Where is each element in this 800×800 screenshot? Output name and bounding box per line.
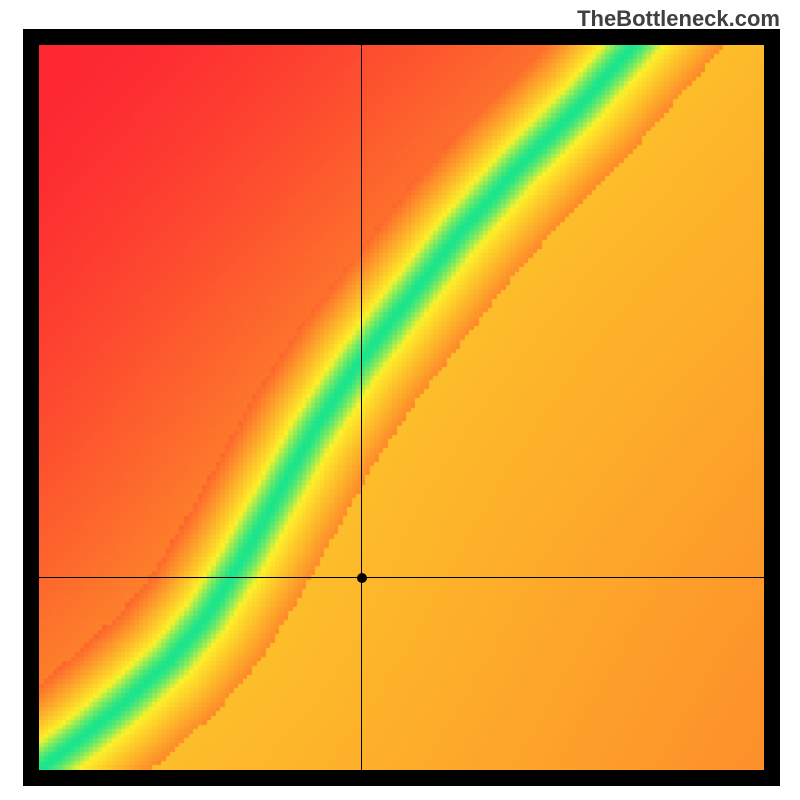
crosshair-marker <box>357 573 367 583</box>
heatmap-canvas <box>39 45 764 770</box>
crosshair-vertical <box>361 45 362 770</box>
watermark-text: TheBottleneck.com <box>577 6 780 32</box>
crosshair-horizontal <box>39 577 764 578</box>
plot-frame <box>23 29 780 786</box>
